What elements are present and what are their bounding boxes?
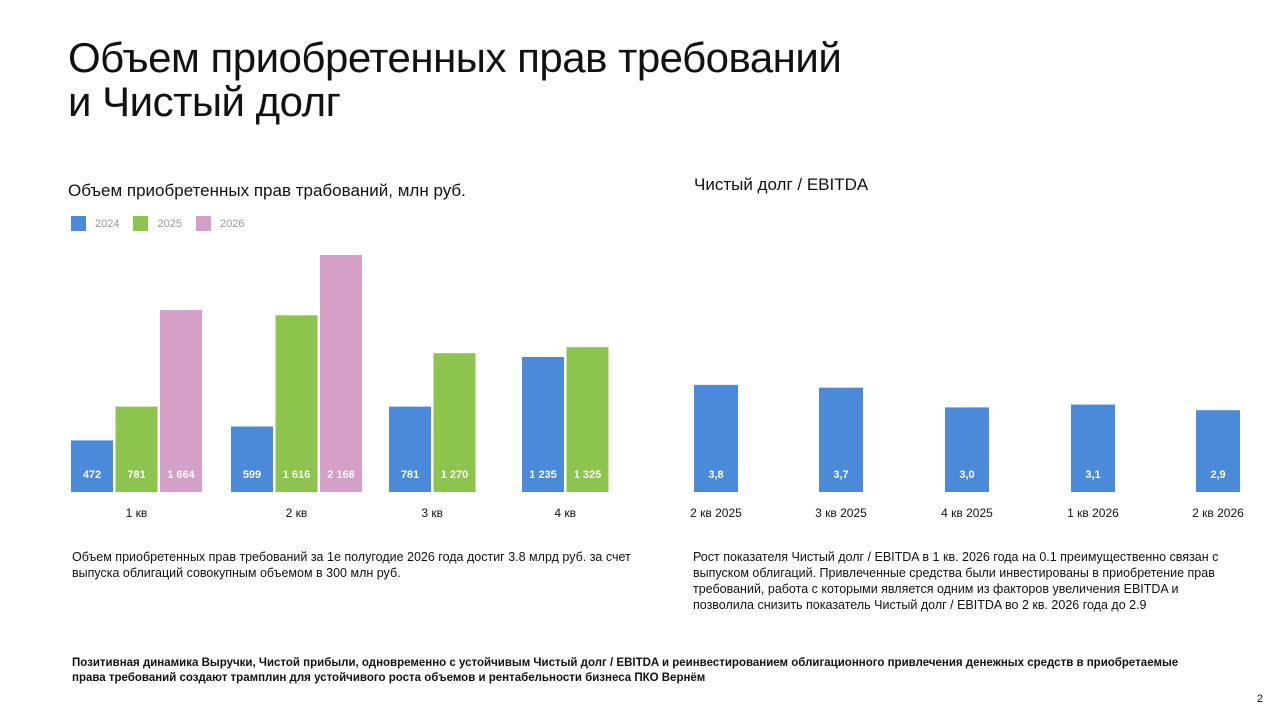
bar-label-2024-1: 472: [83, 469, 101, 481]
bar-2025-1: [115, 406, 158, 492]
page-title-line-2: и Чистый долг: [68, 78, 341, 125]
debt-ebitda-chart: 3,8 2 кв 2025 3,7 3 кв 2025 3,0 4 кв 2025 3,1 1…: [690, 384, 1244, 520]
debt-ebitda-description: Рост показателя Чистый долг / EBITDA в 1…: [693, 550, 1219, 612]
category-label-1: 1 кв: [126, 506, 148, 520]
bar-label-2025-3: 1 270: [441, 469, 469, 481]
debt-ebitda-category-2: 3 кв 2025: [815, 506, 867, 520]
legend-item-2025: 2025: [133, 216, 182, 231]
page-title: Объем приобретенных прав требований и Чи…: [68, 34, 842, 125]
legend-swatch-2026: [195, 216, 211, 231]
legend-label-2024: 2024: [95, 217, 120, 230]
debt-ebitda-bar-3: [945, 407, 989, 492]
bar-label-2025-4: 1 325: [574, 469, 602, 481]
bar-label-2024-3: 781: [401, 469, 419, 481]
legend-swatch-2025: [133, 216, 149, 231]
debt-ebitda-bar-label-3: 3,0: [959, 469, 974, 481]
category-label-2: 2 кв: [286, 506, 308, 520]
debt-ebitda-bar-label-4: 3,1: [1085, 469, 1100, 481]
bar-2024-4: [522, 356, 564, 492]
bar-2025-2: [275, 315, 318, 492]
page-number: 2: [1256, 693, 1263, 705]
debt-ebitda-category-5: 2 кв 2026: [1192, 506, 1244, 520]
summary-note: Позитивная динамика Выручки, Чистой приб…: [72, 657, 1179, 684]
bar-label-2026-2: 2 168: [327, 469, 355, 481]
claims-chart-legend: 2024 2025 2026: [71, 216, 244, 231]
bar-2026-1: [160, 310, 202, 492]
bar-label-2024-4: 1 235: [529, 469, 557, 481]
debt-ebitda-chart-title: Чистый долг / EBITDA: [694, 175, 869, 194]
bar-2025-4: [566, 347, 609, 492]
debt-ebitda-category-1: 2 кв 2025: [690, 506, 742, 520]
bar-label-2025-1: 781: [127, 469, 145, 481]
legend-swatch-2024: [71, 216, 86, 231]
bar-2024-3: [389, 406, 431, 492]
debt-ebitda-bar-1: [694, 384, 738, 492]
bar-2026-2: [320, 255, 362, 492]
bar-label-2024-2: 599: [243, 469, 261, 481]
legend-label-2025: 2025: [157, 217, 182, 230]
claims-description: Объем приобретенных прав требований за 1…: [72, 550, 631, 580]
bar-label-2025-2: 1 616: [283, 469, 311, 481]
debt-ebitda-bar-2: [819, 387, 863, 492]
debt-ebitda-bar-4: [1071, 404, 1115, 492]
debt-ebitda-bar-5: [1196, 410, 1240, 492]
bar-label-2026-1: 1 664: [167, 469, 195, 481]
category-label-4: 4 кв: [554, 506, 576, 520]
debt-ebitda-category-4: 1 кв 2026: [1067, 506, 1119, 520]
claims-volume-chart: 472 781 1 664 1 кв 599 1 616 2 168 2 кв 781 1 270…: [71, 255, 609, 520]
legend-label-2026: 2026: [219, 217, 245, 230]
page-title-line-1: Объем приобретенных прав требований: [68, 34, 842, 81]
debt-ebitda-bar-label-2: 3,7: [833, 469, 848, 481]
claims-chart-title: Объем приобретенных прав трабований, млн…: [68, 181, 466, 200]
debt-ebitda-category-3: 4 кв 2025: [941, 506, 993, 520]
bar-2025-3: [433, 353, 476, 492]
legend-item-2026: 2026: [195, 216, 245, 231]
debt-ebitda-bar-label-1: 3,8: [708, 469, 723, 481]
legend-item-2024: 2024: [71, 216, 119, 231]
bar-2024-2: [231, 426, 273, 492]
debt-ebitda-bar-label-5: 2,9: [1210, 469, 1225, 481]
category-label-3: 3 кв: [421, 506, 443, 520]
bar-2024-1: [71, 440, 113, 492]
